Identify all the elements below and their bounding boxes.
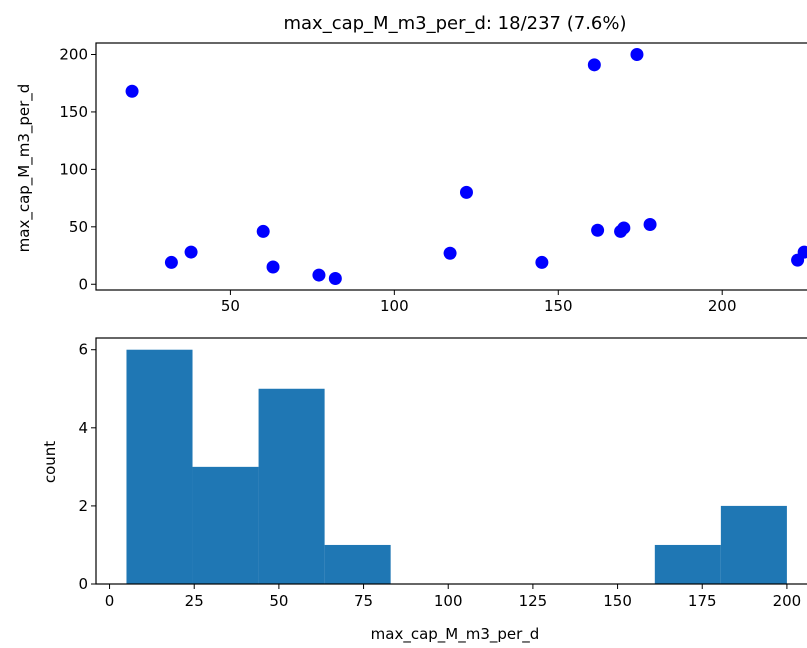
scatter-points <box>125 47 807 286</box>
scatter-point <box>591 223 605 237</box>
scatter-point <box>266 260 280 274</box>
histogram-plot-frame <box>95 337 807 585</box>
histogram-x-tick-label: 50 <box>269 592 288 610</box>
scatter-y-tick-label: 150 <box>59 103 88 121</box>
scatter-x-tick-label: 100 <box>380 297 409 315</box>
scatter-y-tick-label: 0 <box>78 275 88 293</box>
histogram-y-tick-label: 4 <box>78 419 88 437</box>
scatter-point <box>617 221 631 235</box>
scatter-point <box>164 255 178 269</box>
histogram-panel: count max_cap_M_m3_per_d 0 25 50 75 100 125 15… <box>41 337 807 644</box>
scatter-point <box>328 272 342 286</box>
scatter-point <box>443 246 457 260</box>
scatter-point <box>587 58 601 72</box>
scatter-x-tick-label: 150 <box>544 297 573 315</box>
scatter-plot-frame <box>95 42 807 291</box>
scatter-point <box>125 84 139 98</box>
histogram-x-tick-label: 75 <box>354 592 373 610</box>
scatter-y-axis-label: max_cap_M_m3_per_d <box>15 84 34 253</box>
scatter-y-tick-label: 50 <box>69 218 88 236</box>
scatter-title: max_cap_M_m3_per_d: 18/237 (7.6%) <box>283 13 626 34</box>
histogram-ticks: 0 25 50 75 100 125 150 175 200 0 2 4 6 <box>78 341 801 610</box>
scatter-point <box>643 218 657 232</box>
histogram-x-axis-label: max_cap_M_m3_per_d <box>371 625 540 644</box>
histogram-y-tick-label: 6 <box>78 341 88 359</box>
scatter-y-tick-label: 100 <box>59 160 88 178</box>
histogram-bar <box>654 544 721 584</box>
histogram-bar <box>192 466 259 584</box>
histogram-x-tick-label: 0 <box>105 592 115 610</box>
scatter-panel: max_cap_M_m3_per_d: 18/237 (7.6%) max_ca… <box>15 13 807 315</box>
scatter-y-tick-label: 200 <box>59 45 88 63</box>
scatter-point <box>630 47 644 61</box>
histogram-bars <box>126 349 787 584</box>
histogram-y-tick-label: 2 <box>78 497 88 515</box>
histogram-y-axis-label: count <box>41 441 59 483</box>
scatter-x-tick-label: 50 <box>221 297 240 315</box>
histogram-x-tick-label: 100 <box>434 592 463 610</box>
histogram-bar <box>126 349 193 584</box>
histogram-x-tick-label: 175 <box>688 592 717 610</box>
scatter-point <box>184 245 198 259</box>
histogram-x-tick-label: 200 <box>773 592 802 610</box>
scatter-point <box>797 245 807 259</box>
histogram-bar <box>324 544 391 584</box>
histogram-x-tick-label: 150 <box>603 592 632 610</box>
histogram-y-tick-label: 0 <box>78 575 88 593</box>
histogram-bar <box>258 388 325 584</box>
scatter-point <box>312 268 326 282</box>
histogram-x-tick-label: 25 <box>185 592 204 610</box>
scatter-ticks: 50 100 150 200 0 50 100 150 200 <box>59 45 736 315</box>
scatter-point <box>535 255 549 269</box>
histogram-x-tick-label: 125 <box>519 592 548 610</box>
scatter-point <box>459 185 473 199</box>
histogram-bar <box>720 505 787 584</box>
scatter-point <box>256 224 270 238</box>
scatter-x-tick-label: 200 <box>708 297 737 315</box>
